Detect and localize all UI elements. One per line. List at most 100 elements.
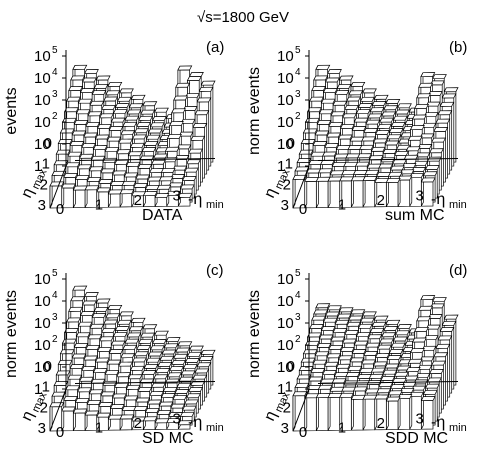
- bar-b-11-1: [304, 176, 319, 209]
- z-tick-exponent: 5: [52, 268, 58, 279]
- z-tick-exponent: 3: [295, 312, 301, 323]
- z-tick-label: 10: [34, 271, 51, 288]
- z-tick-exponent: 5: [295, 268, 301, 279]
- bar-b-11-11: [420, 177, 436, 207]
- x-tick-label: 2: [134, 415, 142, 432]
- bar-a-11-3: [84, 185, 100, 208]
- x-tick-label: 0: [299, 424, 307, 441]
- z-axis-label: events: [3, 87, 20, 134]
- y-tick-label: 3: [38, 420, 46, 437]
- panel-tag: (b): [449, 39, 467, 56]
- x-tick-label: 3: [416, 410, 424, 427]
- x-axis-label: -η: [188, 414, 202, 431]
- x-axis-label-subscript: min: [449, 199, 467, 211]
- bar-a-11-7: [131, 191, 146, 208]
- lego-bars: [49, 64, 216, 209]
- y-tick-label: 3: [38, 197, 46, 214]
- x-tick-label: 1: [95, 419, 103, 436]
- x-axis-label-subscript: min: [449, 422, 467, 434]
- z-tick-exponent: 4: [295, 67, 301, 78]
- panel-caption: SDD MC: [385, 430, 448, 447]
- y-tick-label: 2: [40, 399, 48, 416]
- bar-d-11-5: [350, 394, 366, 431]
- x-tick-label: 3: [416, 187, 424, 204]
- z-tick-exponent: 3: [295, 89, 301, 100]
- z-tick-label: 10: [34, 48, 51, 65]
- z-tick-exponent: 3: [52, 312, 58, 323]
- z-tick-label: 1: [277, 158, 285, 175]
- x-axis: 0 1 2 3 -η min: [56, 381, 224, 441]
- x-tick-label: 2: [377, 415, 385, 432]
- x-tick-label: 3: [173, 187, 181, 204]
- bar-a-11-5: [107, 189, 123, 208]
- z-tick-exponent: 4: [52, 67, 58, 78]
- bar-a-11-8: [142, 191, 158, 208]
- x-axis-label: -η: [431, 191, 445, 208]
- bar-c-11-1: [61, 406, 76, 432]
- y-tick-label: 1: [42, 156, 50, 173]
- bar-b-11-2: [315, 176, 331, 209]
- y-tick-label: 1: [42, 379, 50, 396]
- y-tick-label: 2: [40, 176, 48, 193]
- z-axis-label: norm events: [246, 290, 263, 378]
- z-tick-label: 10: [277, 136, 294, 153]
- z-tick-exponent: 2: [52, 334, 58, 345]
- z-tick-exponent: 5: [52, 45, 58, 56]
- bar-b-11-9: [397, 175, 413, 207]
- x-axis-label-subscript: min: [206, 422, 224, 434]
- z-tick-label: 10: [34, 337, 51, 354]
- bar-a-11-6: [119, 189, 135, 208]
- bar-c-11-2: [72, 408, 88, 432]
- z-tick-exponent: 2: [52, 111, 58, 122]
- z-tick-label: 10: [34, 136, 51, 153]
- y-tick-label: 1: [285, 156, 293, 173]
- x-tick-label: 0: [299, 201, 307, 218]
- z-tick-label: 1: [34, 381, 42, 398]
- z-tick-label: 10: [277, 359, 294, 376]
- bar-c-11-6: [119, 414, 135, 431]
- bar-b-11-8: [385, 177, 401, 208]
- z-tick-label: 1: [277, 381, 285, 398]
- bar-c-11-0: [49, 402, 65, 432]
- x-tick-label: 2: [377, 192, 385, 209]
- y-tick-label: 3: [281, 420, 289, 437]
- x-tick-label: 1: [338, 419, 346, 436]
- z-tick-label: 10: [277, 48, 294, 65]
- x-tick-label: 1: [338, 196, 346, 213]
- z-tick-exponent: 2: [295, 334, 301, 345]
- bar-c-11-11: [177, 420, 193, 430]
- panel-tag: (a): [206, 39, 224, 56]
- x-axis: 0 1 2 3 -η min: [299, 158, 467, 218]
- x-axis-label: -η: [188, 191, 202, 208]
- bar-d-11-0: [292, 391, 308, 432]
- bar-d-11-3: [327, 392, 343, 431]
- panel-tag: (d): [449, 262, 467, 279]
- z-tick-exponent: 3: [52, 89, 58, 100]
- z-tick-label: 10: [34, 70, 51, 87]
- z-tick-label: 10: [34, 315, 51, 332]
- bar-b-11-6: [362, 176, 378, 208]
- bar-d-11-1: [304, 393, 319, 432]
- y-tick-label: 1: [285, 379, 293, 396]
- bar-c-11-5: [107, 414, 123, 431]
- bar-b-11-4: [339, 176, 354, 208]
- y-tick-label: 0: [287, 358, 295, 375]
- lego-bars: [49, 285, 216, 432]
- bar-d-11-4: [339, 392, 354, 431]
- bar-d-11-10: [409, 391, 424, 430]
- bar-a-11-9: [154, 193, 170, 207]
- panel-caption: SD MC: [142, 430, 194, 447]
- z-axis-label: norm events: [246, 67, 263, 155]
- bar-a-11-2: [72, 185, 88, 209]
- x-axis-label: -η: [431, 414, 445, 431]
- z-tick-label: 10: [277, 92, 294, 109]
- bar-b-11-5: [350, 176, 366, 208]
- bar-d-11-7: [374, 394, 389, 431]
- bar-a-11-4: [96, 187, 111, 208]
- lego-bars: [292, 295, 459, 432]
